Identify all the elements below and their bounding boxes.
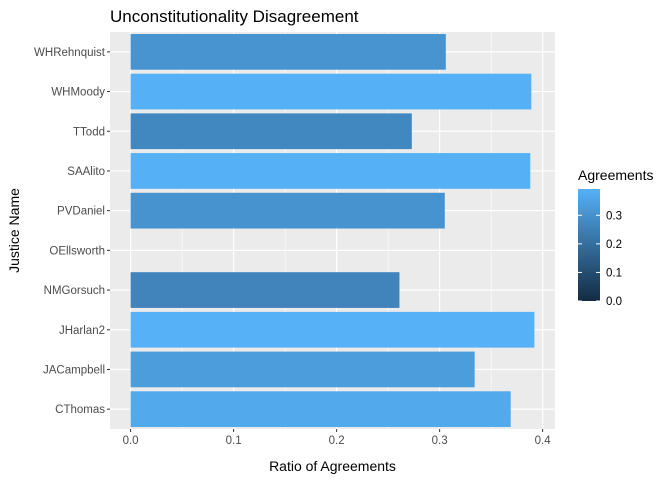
bar-CThomas xyxy=(130,391,511,428)
y-tick-label: OEllsworth xyxy=(49,245,105,257)
x-tick-label: 0.1 xyxy=(226,435,242,447)
y-tick-label: SAAlito xyxy=(67,166,105,178)
x-tick-label: 0.4 xyxy=(535,435,552,447)
colorbar xyxy=(578,189,600,301)
x-tick-label: 0.2 xyxy=(329,435,345,447)
y-tick-label: WHMoody xyxy=(51,87,105,99)
legend-tick-label: 0.2 xyxy=(606,239,622,251)
y-tick-label: JACampbell xyxy=(43,364,105,376)
bar-PVDaniel xyxy=(130,192,445,229)
y-tick-label: JHarlan2 xyxy=(59,325,105,337)
legend-tick-label: 0.3 xyxy=(606,210,622,222)
legend-title: Agreements xyxy=(578,167,653,183)
y-tick-label: PVDaniel xyxy=(57,206,105,218)
y-axis: WHRehnquist WHMoody TTodd SAAlito PVDaniel OE… xyxy=(34,47,110,416)
y-tick-label: TTodd xyxy=(73,126,105,138)
y-tick-label: NMGorsuch xyxy=(44,285,105,297)
bars xyxy=(130,33,535,428)
color-legend: Agreements 0.0 0.1 0.2 0.3 xyxy=(578,167,653,308)
x-axis: 0.0 0.1 0.2 0.3 0.4 xyxy=(123,429,552,447)
y-tick-label: WHRehnquist xyxy=(34,47,106,59)
bar-NMGorsuch xyxy=(130,272,400,308)
x-tick-label: 0.3 xyxy=(432,435,448,447)
bar-TTodd xyxy=(130,113,412,150)
bar-JACampbell xyxy=(130,351,475,388)
y-axis-title: Justice Name xyxy=(6,188,22,273)
bar-WHRehnquist xyxy=(130,33,446,70)
x-tick-label: 0.0 xyxy=(123,435,139,447)
x-axis-title: Ratio of Agreements xyxy=(269,458,396,474)
y-tick-label: CThomas xyxy=(55,404,105,416)
chart-title: Unconstitutionality Disagreement xyxy=(110,7,359,26)
legend-ticks: 0.0 0.1 0.2 0.3 xyxy=(578,210,622,308)
bar-JHarlan2 xyxy=(130,311,535,348)
bar-WHMoody xyxy=(130,73,532,110)
legend-tick-label: 0.0 xyxy=(606,296,622,308)
legend-tick-label: 0.1 xyxy=(606,267,622,279)
bar-SAAlito xyxy=(130,153,531,189)
